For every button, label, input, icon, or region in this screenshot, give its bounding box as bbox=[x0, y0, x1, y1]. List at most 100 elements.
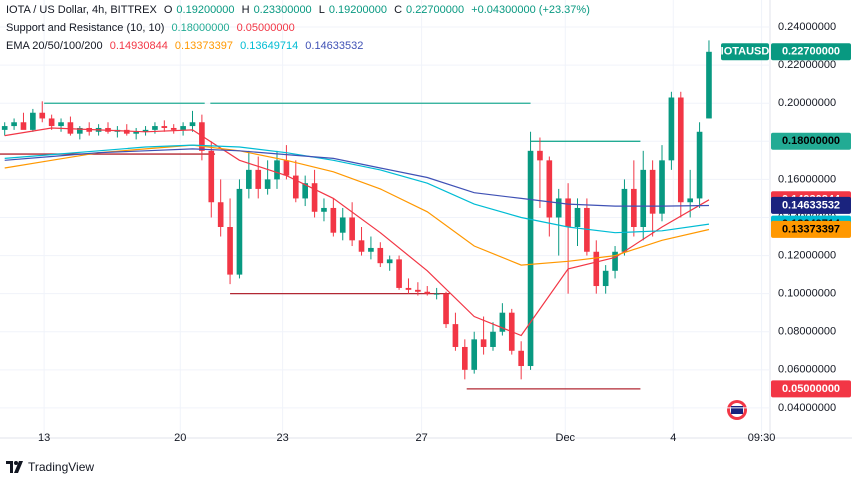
sr-value: 0.05000000 bbox=[236, 22, 295, 34]
candle-body bbox=[621, 188, 628, 252]
candle-body bbox=[39, 112, 46, 119]
ohlc-legend: IOTA / US Dollar, 4h, BITTREX O 0.1920000… bbox=[6, 4, 594, 16]
candle-body bbox=[640, 169, 647, 227]
candle-body bbox=[11, 122, 17, 127]
candle-body bbox=[292, 175, 299, 199]
h-value: 0.23300000 bbox=[253, 4, 312, 16]
candle-body bbox=[133, 131, 139, 134]
candle-body bbox=[246, 169, 252, 189]
candle-body bbox=[471, 339, 478, 370]
candle-body bbox=[462, 346, 468, 370]
candle-body bbox=[527, 150, 534, 367]
candle-body bbox=[546, 160, 553, 218]
candle-body bbox=[574, 207, 581, 227]
candle-body bbox=[161, 126, 168, 128]
x-tick-label: 09:30 bbox=[748, 432, 776, 444]
y-tick-label: 0.16000000 bbox=[778, 173, 836, 185]
candle-body bbox=[386, 259, 393, 264]
candle-body bbox=[77, 127, 83, 134]
candle-body bbox=[631, 188, 637, 227]
y-tick-label: 0.10000000 bbox=[778, 288, 836, 300]
candle-body bbox=[443, 293, 449, 325]
candle-body bbox=[330, 207, 337, 233]
candle-body bbox=[612, 251, 618, 271]
flag-icon bbox=[727, 400, 747, 420]
ema-legend: EMA 20/50/100/200 0.14930844 0.13373397 … bbox=[6, 40, 367, 52]
candle-body bbox=[602, 270, 609, 287]
candle-body bbox=[696, 131, 703, 199]
logo bbox=[6, 461, 23, 473]
candle-body bbox=[649, 169, 656, 214]
y-tick-label: 0.08000000 bbox=[778, 326, 836, 338]
c-value: 0.22700000 bbox=[406, 4, 465, 16]
candle-body bbox=[170, 127, 177, 130]
price-badge-label: 0.13373397 bbox=[782, 223, 840, 235]
candle-body bbox=[58, 122, 64, 127]
candle-body bbox=[48, 118, 55, 127]
candle-body bbox=[659, 160, 665, 214]
candle-body bbox=[480, 339, 487, 347]
sr-name: Support and Resistance (10, 10) bbox=[6, 22, 165, 34]
candle-body bbox=[518, 350, 524, 367]
price-badge bbox=[771, 196, 851, 214]
candle-body bbox=[349, 217, 355, 241]
candle-body bbox=[452, 324, 459, 347]
y-tick-label: 0.24000000 bbox=[778, 21, 836, 33]
candle-body bbox=[283, 160, 290, 176]
ema-value: 0.14930844 bbox=[109, 40, 168, 52]
y-tick-label: 0.04000000 bbox=[778, 402, 836, 414]
l-label: L bbox=[318, 4, 325, 16]
o-value: 0.19200000 bbox=[176, 4, 235, 16]
price-badge-label: 0.14633532 bbox=[782, 199, 840, 211]
candle-body bbox=[565, 198, 571, 227]
candle-body bbox=[20, 122, 27, 130]
sr-value: 0.18000000 bbox=[171, 22, 230, 34]
candle-body bbox=[706, 51, 712, 119]
candle-body bbox=[321, 207, 327, 212]
symbol: IOTA / US Dollar, 4h, BITTREX bbox=[6, 4, 157, 16]
price-badge bbox=[771, 132, 851, 150]
ema-line bbox=[4, 144, 710, 234]
x-tick-label: Dec bbox=[556, 432, 576, 444]
candle-body bbox=[433, 293, 440, 295]
candle-body bbox=[236, 188, 243, 275]
price-badge-label: 0.18000000 bbox=[782, 135, 840, 147]
x-tick-label: 13 bbox=[38, 432, 50, 444]
y-tick-label: 0.06000000 bbox=[778, 364, 836, 376]
change: +0.04300000 (+23.37%) bbox=[471, 4, 590, 16]
price-badge bbox=[771, 380, 851, 398]
ema-line bbox=[4, 148, 710, 207]
candle-body bbox=[67, 122, 74, 134]
sr-legend: Support and Resistance (10, 10) 0.180000… bbox=[6, 22, 299, 34]
brand: TradingView bbox=[28, 460, 95, 474]
price-badge-label: 0.22700000 bbox=[782, 46, 840, 58]
ema-value: 0.14633532 bbox=[305, 40, 364, 52]
candle-body bbox=[677, 97, 684, 203]
candle-body bbox=[593, 251, 600, 287]
o-label: O bbox=[163, 4, 173, 16]
candle-body bbox=[208, 150, 215, 203]
ema-line bbox=[4, 127, 710, 337]
symbol-badge-label: IOTAUSD bbox=[721, 46, 770, 58]
ema-line bbox=[4, 144, 710, 266]
ema-name: EMA 20/50/100/200 bbox=[6, 40, 103, 52]
l-value: 0.19200000 bbox=[328, 4, 387, 16]
candle-body bbox=[405, 287, 412, 290]
x-tick-label: 4 bbox=[670, 432, 676, 444]
footer: TradingView bbox=[6, 460, 94, 474]
candle-body bbox=[227, 226, 233, 275]
candle-body bbox=[142, 129, 149, 132]
c-label: C bbox=[394, 4, 403, 16]
price-badge-label: 0.05000000 bbox=[782, 383, 840, 395]
candle-body bbox=[180, 126, 186, 130]
candle-body bbox=[377, 247, 384, 264]
ema-value: 0.13649714 bbox=[240, 40, 299, 52]
candle-body bbox=[339, 217, 346, 233]
candle-body bbox=[152, 126, 158, 130]
h-label: H bbox=[241, 4, 250, 16]
candle-body bbox=[490, 331, 496, 347]
candle-body bbox=[537, 150, 543, 161]
candle-body bbox=[30, 112, 36, 130]
